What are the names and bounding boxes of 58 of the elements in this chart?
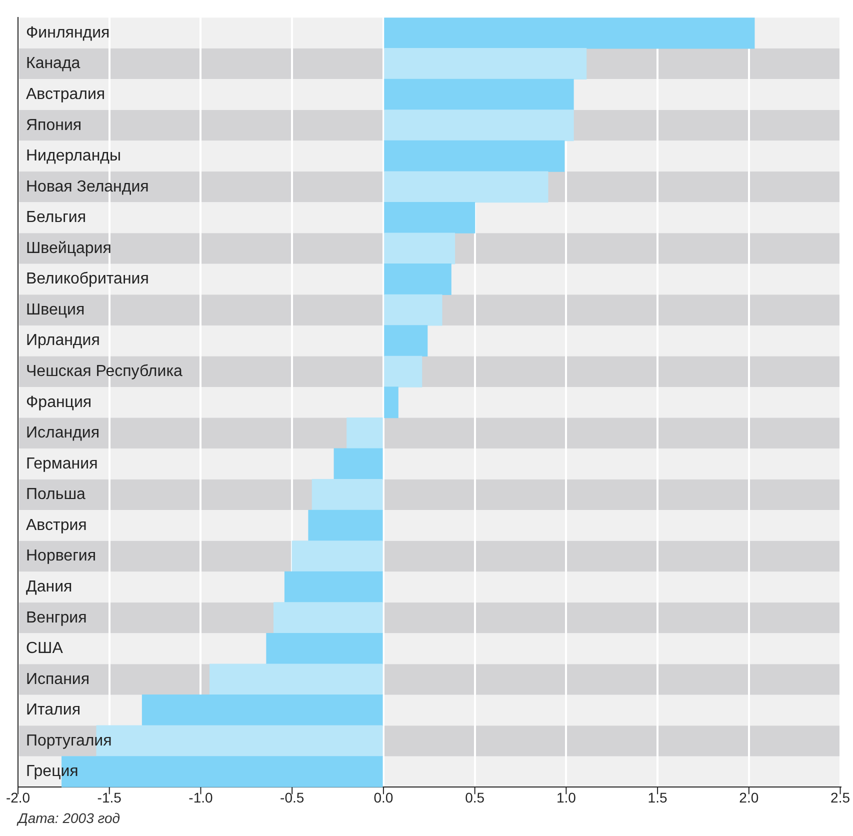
- y-tick-label: Италия: [26, 702, 80, 719]
- y-tick-label: Венгрия: [26, 609, 87, 626]
- x-tick-label: 0.0: [374, 789, 394, 806]
- bar: [384, 140, 565, 172]
- y-tick-label: Португалия: [26, 732, 112, 750]
- bar: [384, 294, 442, 326]
- bar: [384, 232, 456, 264]
- y-tick-label: Канада: [26, 55, 80, 72]
- bar: [308, 510, 383, 542]
- y-tick-label: Австрия: [26, 516, 87, 534]
- bar: [142, 694, 383, 726]
- y-tick-label: Франция: [26, 394, 92, 411]
- bar: [266, 632, 383, 664]
- bar: [210, 664, 383, 696]
- bar: [312, 479, 383, 510]
- bar: [292, 540, 383, 572]
- x-tick-label: 0.5: [465, 789, 485, 806]
- y-tick-label: США: [26, 640, 64, 658]
- bar: [334, 448, 383, 480]
- bar: [384, 110, 574, 142]
- bar: [384, 202, 476, 234]
- x-tick-label: 1.5: [648, 789, 668, 806]
- y-tick-label: Великобритания: [26, 270, 149, 288]
- y-tick-label: Чешская Республика: [26, 363, 183, 380]
- y-tick-label: Бельгия: [26, 209, 86, 226]
- y-tick-label: Финляндия: [26, 24, 110, 42]
- x-tick-label: -2.0: [6, 789, 30, 806]
- bar: [384, 356, 422, 388]
- x-tick-label: 2.5: [830, 789, 850, 806]
- bar: [384, 386, 398, 418]
- y-tick-label: Австралия: [26, 86, 106, 103]
- x-tick-label: -0.5: [280, 789, 304, 806]
- bar: [384, 48, 587, 80]
- bar: [384, 171, 548, 203]
- y-tick-label: Греция: [26, 763, 78, 780]
- text: Дата: 2003 год: [18, 810, 122, 826]
- bar: [384, 78, 574, 110]
- y-tick-label: Новая Зеландия: [26, 178, 149, 196]
- x-tick-label: 2.0: [739, 789, 759, 806]
- x-tick-label: 1.0: [556, 789, 576, 806]
- y-tick-label: Нидерланды: [26, 148, 121, 165]
- y-tick-label: Польша: [26, 486, 86, 504]
- x-tick-label: -1.0: [188, 789, 213, 806]
- bar: [346, 417, 383, 449]
- y-tick-label: Япония: [26, 116, 82, 134]
- y-tick-label: Швейцария: [26, 240, 112, 257]
- y-tick-label: Норвегия: [26, 548, 96, 565]
- bar: [273, 602, 383, 634]
- y-tick-label: Германия: [26, 455, 98, 472]
- bar: [384, 325, 428, 357]
- y-tick-label: Ирландия: [26, 332, 100, 350]
- x-tick-label: -1.5: [97, 789, 122, 806]
- y-tick-label: Испания: [26, 670, 90, 688]
- bar: [384, 264, 452, 295]
- bar: [284, 571, 383, 603]
- y-tick-label: Дания: [26, 578, 72, 596]
- y-tick-label: Швеция: [26, 301, 85, 318]
- y-tick-label: Исландия: [26, 424, 100, 442]
